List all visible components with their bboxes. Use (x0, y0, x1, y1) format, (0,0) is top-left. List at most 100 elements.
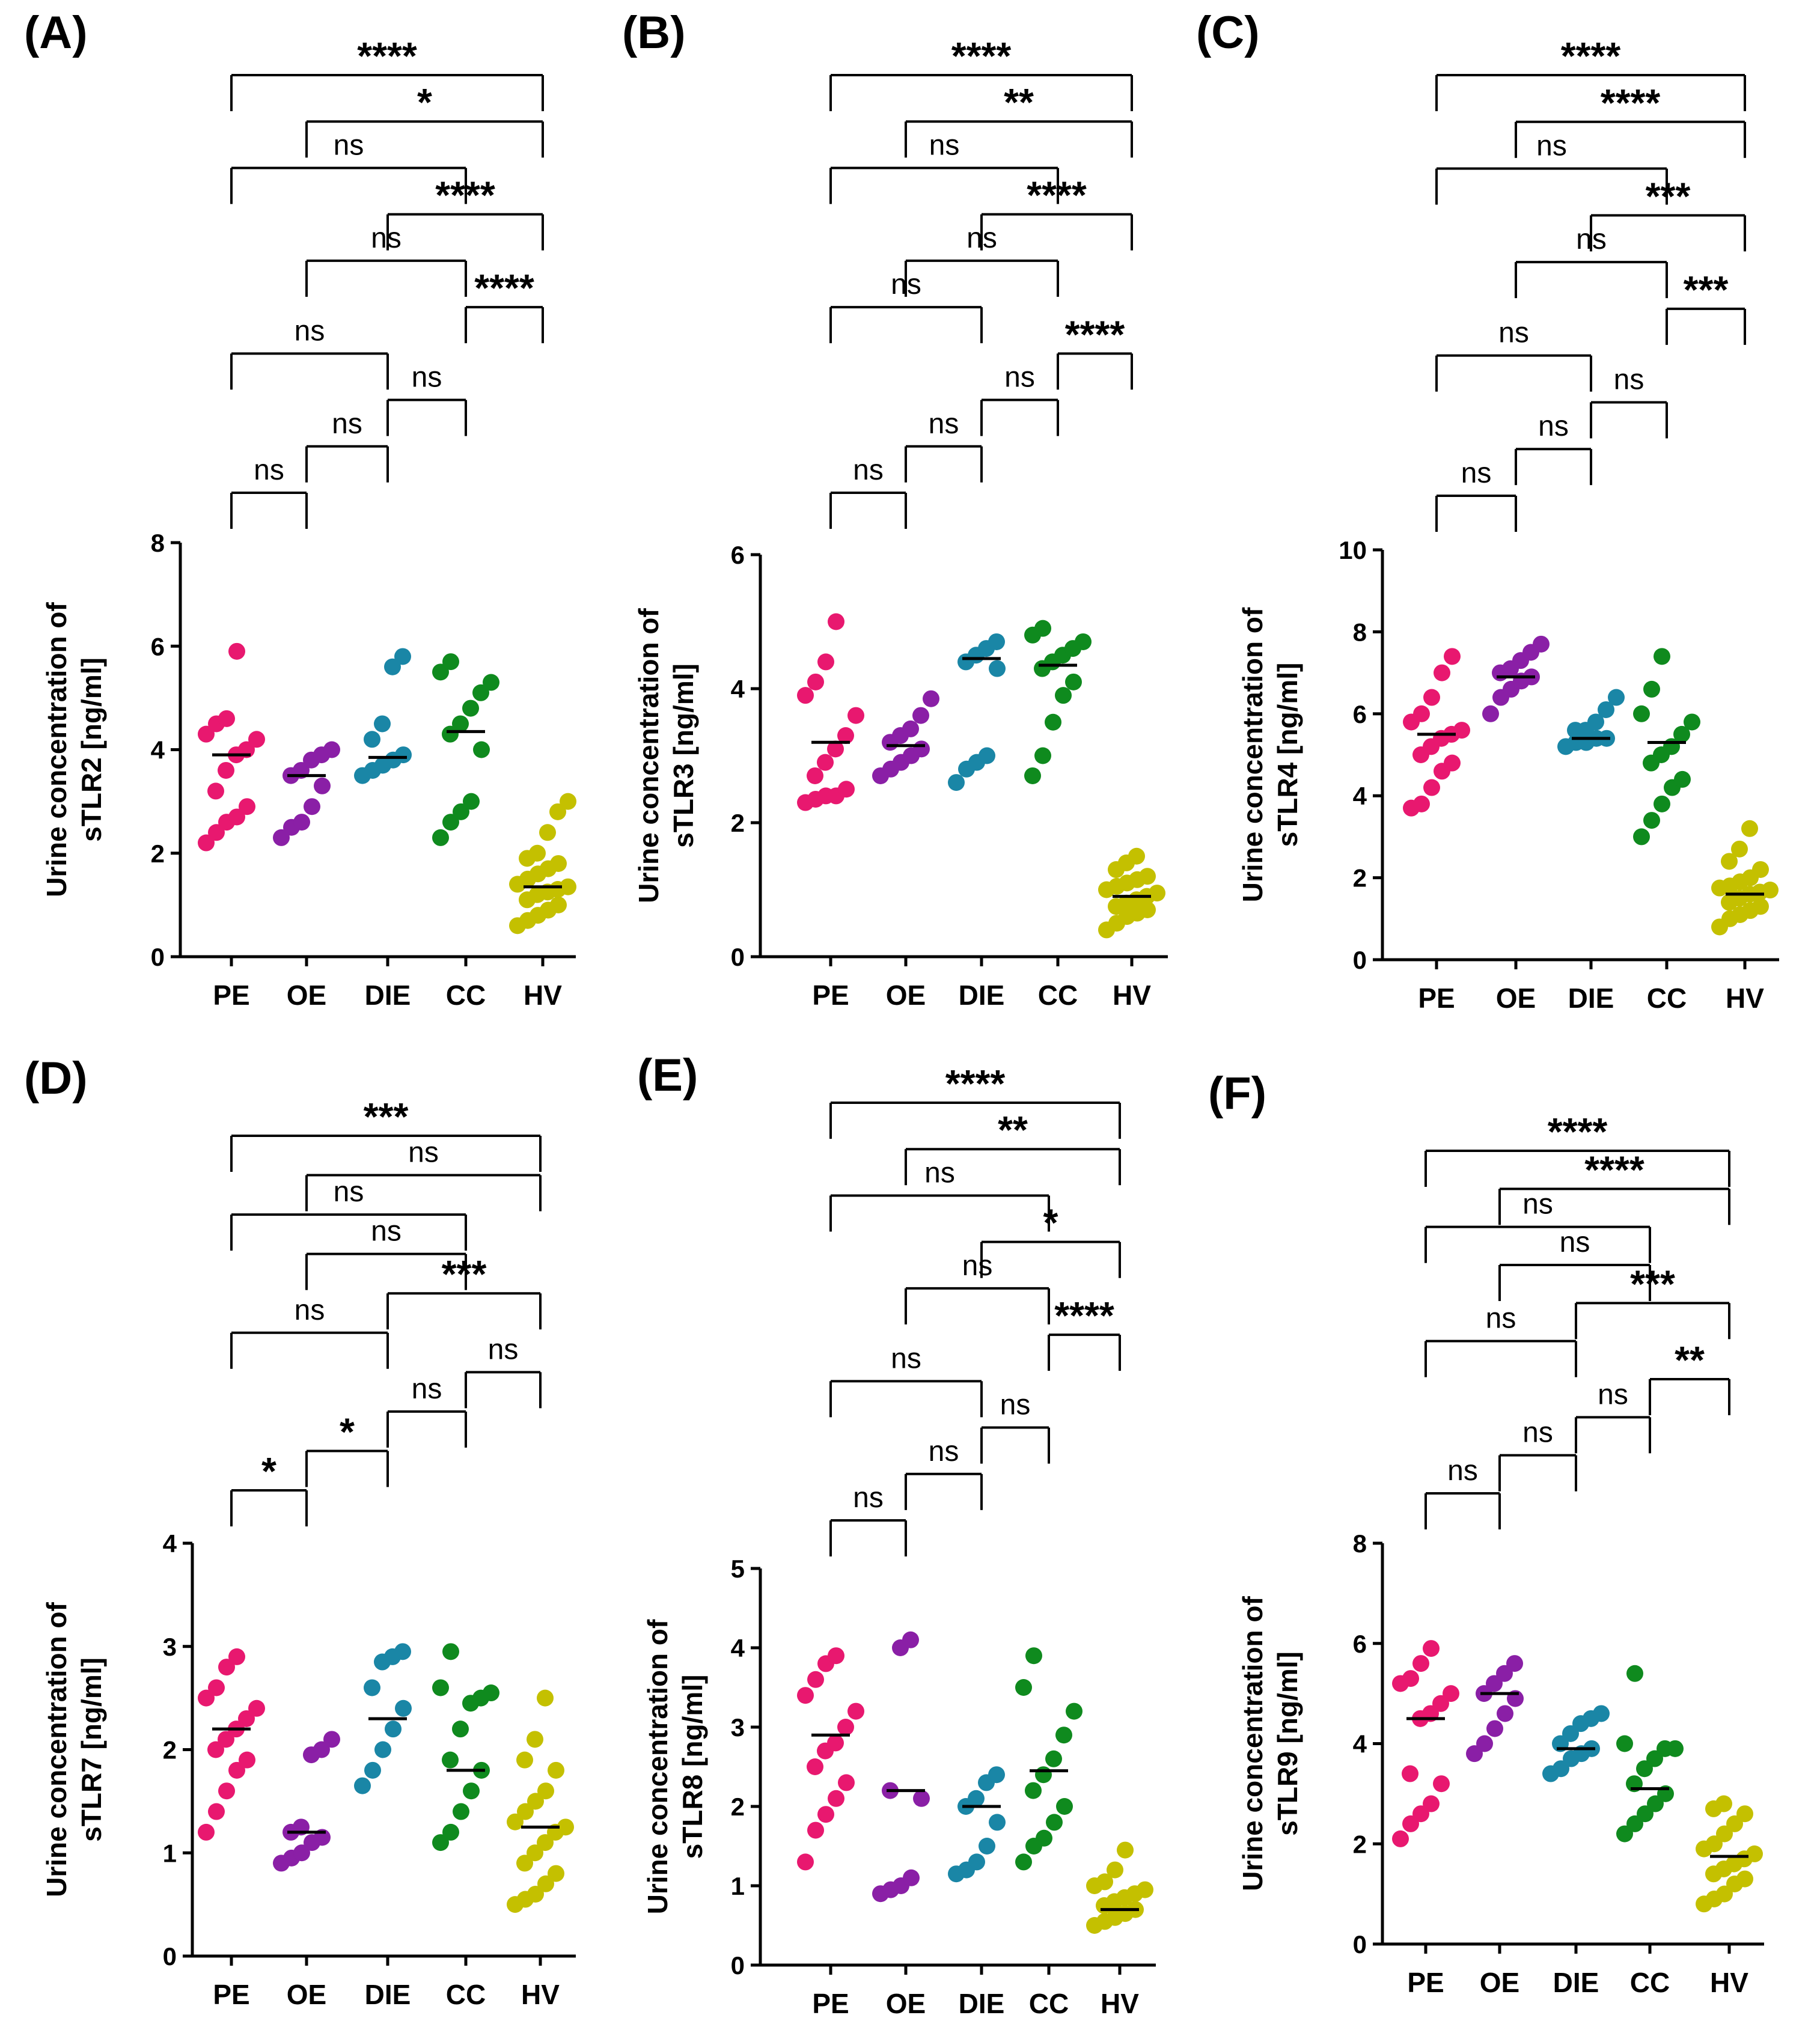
data-point (1684, 713, 1700, 731)
y-tick-label: 2 (151, 840, 165, 868)
data-point (1453, 722, 1470, 739)
significance-label: **** (1548, 1110, 1608, 1153)
y-tick-label: 5 (731, 1555, 745, 1583)
x-category-label: DIE (1568, 983, 1614, 1014)
panel-label: (D) (24, 1053, 88, 1104)
data-point (293, 1844, 310, 1862)
data-point (1667, 1740, 1684, 1757)
data-point (1065, 673, 1082, 690)
data-point (198, 725, 215, 743)
data-point (838, 781, 855, 798)
y-tick-label: 1 (731, 1872, 745, 1900)
y-tick-label: 0 (731, 943, 745, 971)
x-category-label: OE (1480, 1967, 1519, 1998)
data-point (208, 1679, 225, 1696)
data-point (1643, 680, 1660, 698)
data-point (828, 613, 844, 630)
y-tick-label: 1 (163, 1839, 177, 1867)
y-axis-title-line1: Urine concentration of (642, 1619, 673, 1914)
significance-label: ns (295, 315, 325, 347)
chart-panel-e: (E) 0 1 2 3 4 5 PE OE DIE CC HV Urine concentration … (637, 1050, 1156, 2019)
significance-label: ** (1004, 81, 1034, 124)
data-point (218, 710, 235, 727)
data-point (453, 803, 469, 820)
data-point (1423, 1640, 1440, 1657)
data-point (1633, 705, 1650, 722)
x-category-label: HV (524, 980, 562, 1011)
data-point (239, 798, 255, 815)
data-point (1423, 689, 1440, 706)
data-point (1643, 812, 1660, 829)
data-point (1412, 1655, 1429, 1672)
chart-panel-a: (A) 0 2 4 6 8 PE OE DIE CC HV Urine concentration o… (24, 7, 576, 1011)
y-tick-label: 0 (731, 1951, 745, 1980)
y-tick-label: 10 (1339, 536, 1367, 564)
data-point (979, 1838, 995, 1855)
data-point (1674, 770, 1691, 788)
data-point (516, 1751, 533, 1769)
y-tick-label: 0 (1353, 1930, 1367, 1958)
data-point (1045, 713, 1061, 731)
data-point (1434, 664, 1450, 681)
significance-label: ns (1598, 1379, 1628, 1410)
data-point (452, 715, 469, 733)
data-point (516, 1855, 533, 1872)
x-category-label: CC (1029, 1988, 1069, 2019)
data-point (1117, 1841, 1134, 1859)
data-point (527, 1731, 543, 1748)
x-category-label: HV (1710, 1967, 1748, 1998)
significance-label: ns (891, 1343, 921, 1374)
x-category-label: OE (1496, 983, 1536, 1014)
data-point (1741, 820, 1758, 837)
significance-label: *** (1646, 174, 1691, 218)
data-point (1024, 767, 1041, 784)
data-point (517, 1803, 534, 1820)
data-point (817, 754, 834, 771)
data-point (432, 1834, 449, 1852)
data-point (1075, 633, 1092, 650)
data-point (1482, 705, 1499, 722)
significance-label: **** (1601, 81, 1661, 124)
data-point (847, 1702, 864, 1720)
data-point (472, 684, 489, 701)
data-point (228, 1761, 245, 1779)
data-point (442, 814, 459, 831)
x-category-label: DIE (959, 1988, 1005, 2019)
significance-label: **** (357, 34, 417, 78)
y-tick-label: 2 (731, 809, 745, 837)
data-point (218, 761, 234, 779)
data-point (384, 658, 401, 675)
data-point (1034, 620, 1051, 637)
significance-label: ns (1538, 410, 1569, 442)
data-point (385, 1721, 402, 1738)
y-tick-label: 0 (163, 1942, 177, 1970)
data-point (1137, 1881, 1153, 1898)
data-point (1731, 840, 1748, 858)
significance-label: ** (1675, 1338, 1705, 1382)
x-category-label: PE (1407, 1967, 1444, 1998)
data-point (557, 1818, 574, 1836)
data-point (913, 1790, 930, 1807)
data-point (238, 1710, 255, 1727)
data-point (807, 673, 824, 690)
data-point (548, 1865, 564, 1882)
x-category-label: HV (1113, 980, 1151, 1011)
data-point (1762, 882, 1779, 899)
data-point (207, 782, 224, 800)
y-tick-label: 8 (1353, 618, 1367, 646)
data-point (529, 844, 546, 862)
significance-label: ns (332, 408, 362, 440)
x-category-label: OE (886, 980, 926, 1011)
data-point (395, 1699, 412, 1717)
data-point (527, 1885, 544, 1903)
y-tick-label: 8 (1353, 1529, 1367, 1558)
data-point (902, 720, 919, 737)
data-point (207, 1741, 224, 1758)
data-point (989, 1814, 1006, 1831)
data-point (838, 1774, 855, 1791)
data-point (903, 1869, 920, 1886)
data-point (1055, 1727, 1072, 1744)
y-tick-label: 3 (163, 1633, 177, 1661)
data-point (989, 660, 1006, 677)
